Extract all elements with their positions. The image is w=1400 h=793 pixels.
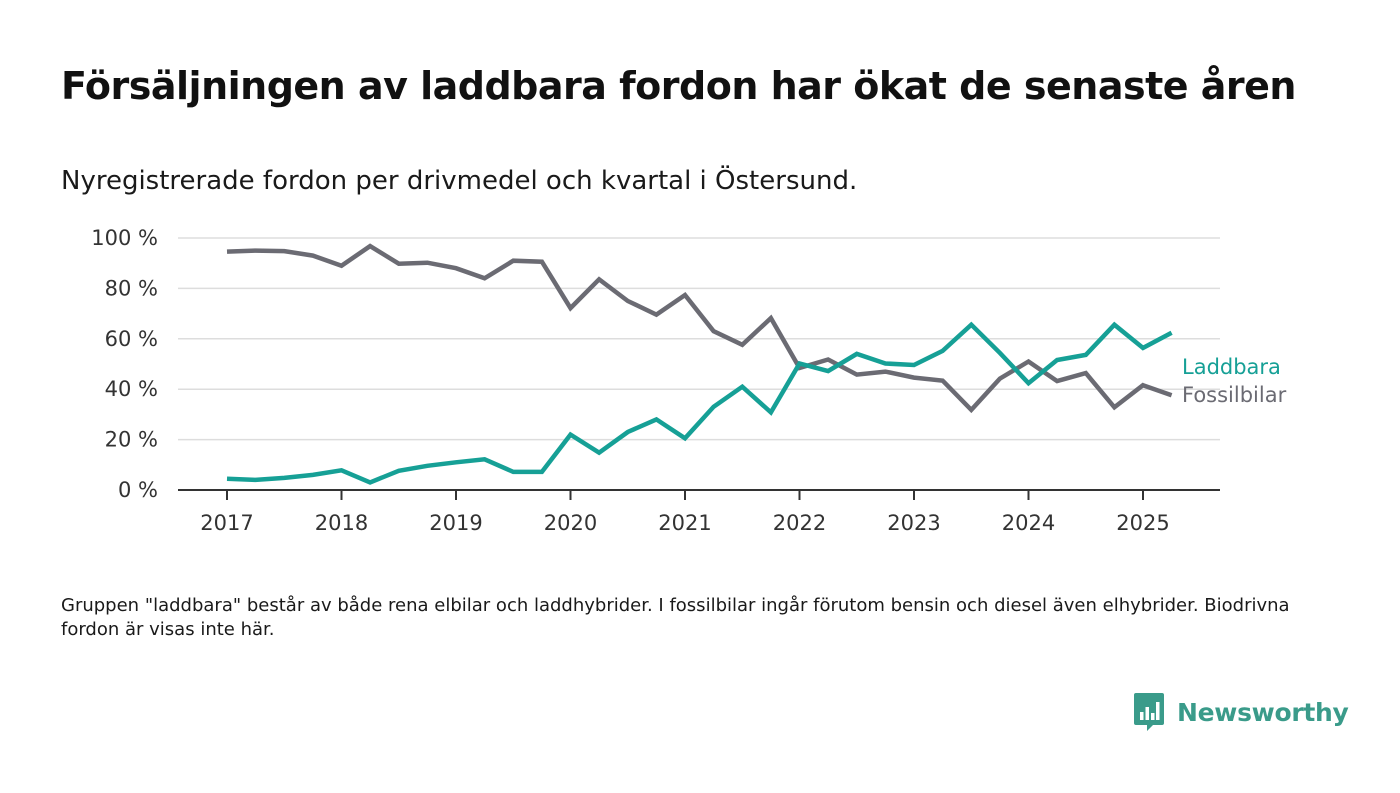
y-tick-label: 60 % — [105, 327, 158, 351]
grid-lines — [178, 237, 1220, 441]
series-label-laddbara: Laddbara — [1182, 355, 1281, 379]
footnote: Gruppen "laddbara" består av både rena e… — [61, 595, 1290, 640]
x-tick-label: 2022 — [773, 511, 826, 535]
brand-name: Newsworthy — [1177, 697, 1349, 727]
x-tick-label: 2021 — [658, 511, 711, 535]
series-lines — [226, 243, 1173, 485]
y-tick-label: 100 % — [91, 226, 158, 250]
chart-subtitle: Nyregistrerade fordon per drivmedel och … — [61, 166, 858, 196]
y-tick-label: 20 % — [105, 428, 158, 452]
series-label-fossilbilar: Fossilbilar — [1182, 383, 1287, 407]
x-tick-label: 2024 — [1002, 511, 1055, 535]
x-tick-label: 2019 — [429, 511, 482, 535]
x-tick-label: 2020 — [544, 511, 597, 535]
x-tick-label: 2023 — [887, 511, 940, 535]
series-labels: Laddbara Fossilbilar — [1182, 355, 1287, 407]
series-line-laddbara — [226, 321, 1173, 485]
x-tick-label: 2025 — [1116, 511, 1169, 535]
y-tick-label: 80 % — [105, 276, 158, 300]
y-tick-label: 0 % — [118, 478, 158, 502]
x-tick-label: 2018 — [315, 511, 368, 535]
line-chart: 0 % 20 % 40 % 60 % 80 % 100 % 2017 2018 2019 202… — [91, 226, 1287, 535]
newsworthy-logo-icon — [1134, 693, 1164, 731]
y-tick-label: 40 % — [105, 377, 158, 401]
x-axis-ticks: 2017 2018 2019 2020 2021 2022 2023 2024 2025 — [178, 489, 1220, 535]
brand[interactable]: Newsworthy — [1133, 692, 1349, 732]
chart-title: Försäljningen av laddbara fordon har öka… — [61, 64, 1296, 108]
y-axis-ticks: 0 % 20 % 40 % 60 % 80 % 100 % — [91, 226, 158, 502]
series-line-fossilbilar — [226, 243, 1173, 414]
x-tick-label: 2017 — [200, 511, 253, 535]
